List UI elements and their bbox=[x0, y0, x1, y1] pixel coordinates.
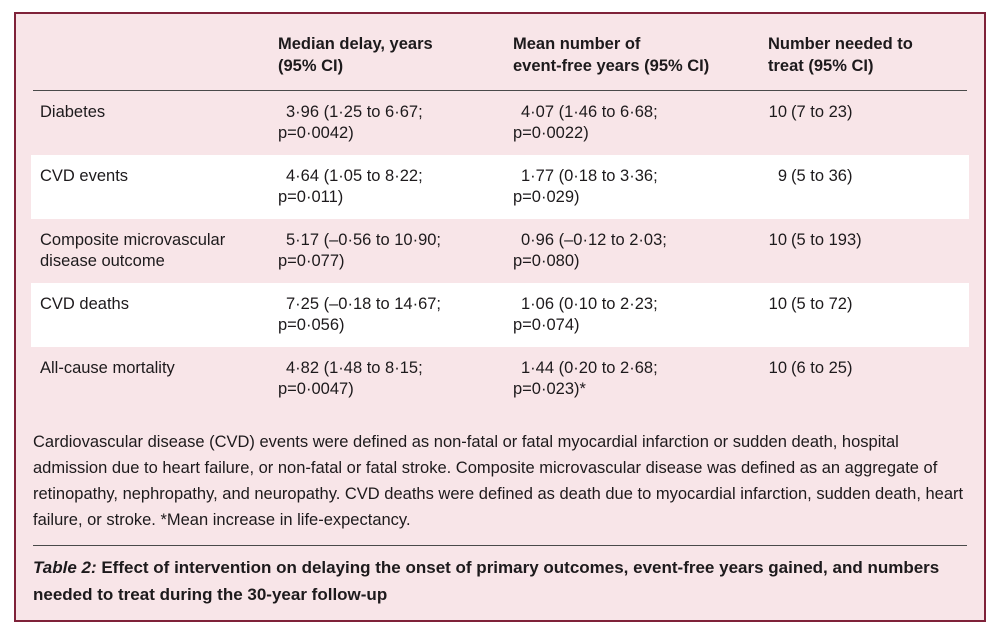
median-delay-estimate: 4·64 (1·05 to 8·22; bbox=[286, 167, 423, 185]
caption-divider-line bbox=[33, 545, 967, 546]
median-delay-estimate: 5·17 (–0·56 to 10·90; bbox=[286, 231, 442, 249]
event-free-estimate: 4·07 (1·46 to 6·68; bbox=[521, 103, 658, 121]
event-free-years-value: 1·77 (0·18 to 3·36; p=0·029) bbox=[513, 166, 768, 219]
nnt-ci: (5 to 72) bbox=[791, 295, 853, 313]
median-delay-pvalue: p=0·077) bbox=[278, 252, 345, 270]
table-header-row: Median delay, years (95% CI) Mean number… bbox=[31, 14, 969, 90]
nnt-ci: (6 to 25) bbox=[791, 359, 853, 377]
event-free-estimate: 0·96 (–0·12 to 2·03; bbox=[521, 231, 667, 249]
event-free-pvalue: p=0·023)* bbox=[513, 380, 586, 398]
header-median-delay-line1: Median delay, years bbox=[278, 35, 433, 53]
table-row-all-cause-mortality: All-cause mortality 4·82 (1·48 to 8·15; … bbox=[31, 347, 969, 411]
nnt-number: 10 bbox=[768, 359, 787, 377]
outcome-label: Diabetes bbox=[40, 103, 106, 121]
median-delay-estimate: 3·96 (1·25 to 6·67; bbox=[286, 103, 423, 121]
event-free-years-value: 1·44 (0·20 to 2·68; p=0·023)* bbox=[513, 358, 768, 411]
median-delay-pvalue: p=0·0047) bbox=[278, 380, 354, 398]
header-nnt-line1: Number needed to bbox=[768, 35, 913, 53]
event-free-pvalue: p=0·029) bbox=[513, 188, 580, 206]
median-delay-value: 4·82 (1·48 to 8·15; p=0·0047) bbox=[278, 358, 513, 411]
nnt-value: 10 (5 to 72) bbox=[768, 294, 969, 347]
event-free-years-value: 1·06 (0·10 to 2·23; p=0·074) bbox=[513, 294, 768, 347]
header-outcome-empty bbox=[40, 33, 278, 77]
median-delay-pvalue: p=0·056) bbox=[278, 316, 345, 334]
table-panel: Median delay, years (95% CI) Mean number… bbox=[14, 12, 986, 622]
event-free-years-value: 0·96 (–0·12 to 2·03; p=0·080) bbox=[513, 230, 768, 283]
header-divider-line bbox=[33, 90, 967, 91]
nnt-number: 10 bbox=[768, 103, 787, 121]
header-number-needed-to-treat: Number needed to treat (95% CI) bbox=[768, 33, 969, 77]
nnt-ci: (5 to 193) bbox=[791, 231, 862, 249]
nnt-value: 9 (5 to 36) bbox=[768, 166, 969, 219]
median-delay-pvalue: p=0·0042) bbox=[278, 124, 354, 142]
nnt-value: 10 (7 to 23) bbox=[768, 102, 969, 155]
nnt-value: 10 (5 to 193) bbox=[768, 230, 969, 283]
outcome-label: CVD events bbox=[40, 167, 129, 185]
header-event-free-line1: Mean number of bbox=[513, 35, 641, 53]
nnt-number: 10 bbox=[768, 231, 787, 249]
event-free-pvalue: p=0·074) bbox=[513, 316, 580, 334]
event-free-pvalue: p=0·080) bbox=[513, 252, 580, 270]
median-delay-value: 4·64 (1·05 to 8·22; p=0·011) bbox=[278, 166, 513, 219]
median-delay-value: 3·96 (1·25 to 6·67; p=0·0042) bbox=[278, 102, 513, 155]
header-event-free-years: Mean number of event-free years (95% CI) bbox=[513, 33, 768, 77]
median-delay-value: 5·17 (–0·56 to 10·90; p=0·077) bbox=[278, 230, 513, 283]
header-median-delay-line2: (95% CI) bbox=[278, 57, 344, 75]
table-caption: Table 2: Effect of intervention on delay… bbox=[33, 554, 967, 608]
header-median-delay: Median delay, years (95% CI) bbox=[278, 33, 513, 77]
median-delay-pvalue: p=0·011) bbox=[278, 188, 344, 206]
table-caption-text: Effect of intervention on delaying the o… bbox=[33, 558, 940, 604]
table-row-cvd-events: CVD events 4·64 (1·05 to 8·22; p=0·011) … bbox=[31, 155, 969, 219]
outcome-label: CVD deaths bbox=[40, 295, 129, 313]
nnt-number: 10 bbox=[768, 295, 787, 313]
median-delay-estimate: 4·82 (1·48 to 8·15; bbox=[286, 359, 423, 377]
table-row-diabetes: Diabetes 3·96 (1·25 to 6·67; p=0·0042) 4… bbox=[31, 91, 969, 155]
nnt-ci: (5 to 36) bbox=[791, 167, 853, 185]
table-footnote: Cardiovascular disease (CVD) events were… bbox=[33, 433, 964, 529]
outcome-label: All-cause mortality bbox=[40, 359, 175, 377]
event-free-estimate: 1·06 (0·10 to 2·23; bbox=[521, 295, 658, 313]
table-caption-label: Table 2: bbox=[33, 558, 97, 577]
nnt-number: 9 bbox=[777, 167, 787, 185]
table-inner: Median delay, years (95% CI) Mean number… bbox=[16, 14, 984, 608]
outcome-label: Composite microvascular disease outcome bbox=[40, 231, 226, 270]
table-row-composite-microvascular: Composite microvascular disease outcome … bbox=[31, 219, 969, 283]
event-free-pvalue: p=0·0022) bbox=[513, 124, 589, 142]
header-event-free-line2: event-free years (95% CI) bbox=[513, 57, 710, 75]
event-free-years-value: 4·07 (1·46 to 6·68; p=0·0022) bbox=[513, 102, 768, 155]
header-nnt-line2: treat (95% CI) bbox=[768, 57, 874, 75]
nnt-ci: (7 to 23) bbox=[791, 103, 853, 121]
table-row-cvd-deaths: CVD deaths 7·25 (–0·18 to 14·67; p=0·056… bbox=[31, 283, 969, 347]
median-delay-estimate: 7·25 (–0·18 to 14·67; bbox=[286, 295, 442, 313]
event-free-estimate: 1·44 (0·20 to 2·68; bbox=[521, 359, 658, 377]
event-free-estimate: 1·77 (0·18 to 3·36; bbox=[521, 167, 658, 185]
nnt-value: 10 (6 to 25) bbox=[768, 358, 969, 411]
median-delay-value: 7·25 (–0·18 to 14·67; p=0·056) bbox=[278, 294, 513, 347]
